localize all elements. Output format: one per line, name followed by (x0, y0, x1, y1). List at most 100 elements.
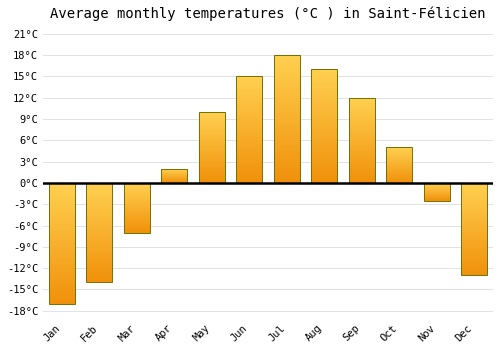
Bar (274, 177, 300, 178)
Bar (311, 86, 338, 88)
Bar (86, 197, 113, 198)
Bar (461, 199, 487, 201)
Bar (86, 228, 113, 229)
Bar (86, 251, 113, 252)
Bar (198, 177, 225, 178)
Bar (274, 83, 300, 85)
Bar (386, 157, 412, 158)
Bar (48, 269, 75, 270)
Bar (236, 88, 262, 89)
Bar (48, 224, 75, 225)
Bar (274, 64, 300, 65)
Bar (236, 159, 262, 160)
Bar (198, 127, 225, 128)
Bar (236, 85, 262, 86)
Bar (348, 152, 375, 153)
Bar (236, 104, 262, 105)
Bar (461, 196, 487, 197)
Bar (198, 133, 225, 134)
Bar (274, 170, 300, 172)
Bar (461, 258, 487, 259)
Bar (236, 147, 262, 148)
Bar (348, 109, 375, 110)
Bar (48, 183, 75, 184)
Bar (386, 147, 412, 148)
Bar (311, 110, 338, 111)
Bar (236, 125, 262, 127)
Bar (274, 138, 300, 140)
Bar (274, 105, 300, 106)
Bar (311, 101, 338, 102)
Bar (236, 97, 262, 98)
Bar (348, 111, 375, 112)
Bar (348, 129, 375, 130)
Bar (386, 165, 412, 166)
Bar (48, 277, 75, 278)
Bar (48, 289, 75, 290)
Bar (86, 202, 113, 203)
Bar (274, 89, 300, 90)
Bar (86, 213, 113, 214)
Bar (461, 204, 487, 205)
Bar (236, 96, 262, 97)
Bar (348, 121, 375, 122)
Bar (48, 223, 75, 224)
Bar (348, 155, 375, 156)
Bar (48, 242, 75, 243)
Bar (348, 166, 375, 167)
Bar (311, 174, 338, 175)
Bar (461, 219, 487, 220)
Bar (86, 223, 113, 224)
Bar (274, 141, 300, 142)
Bar (461, 228, 487, 229)
Bar (48, 206, 75, 207)
Bar (48, 231, 75, 232)
Bar (124, 221, 150, 222)
Bar (48, 214, 75, 216)
Bar (461, 251, 487, 252)
Bar (461, 268, 487, 269)
Bar (311, 115, 338, 116)
Bar (386, 182, 412, 183)
Bar (461, 252, 487, 253)
Bar (86, 233, 113, 234)
Bar (461, 214, 487, 215)
Bar (124, 231, 150, 232)
Bar (274, 124, 300, 125)
Bar (48, 186, 75, 187)
Bar (124, 213, 150, 214)
Bar (86, 193, 113, 194)
Bar (48, 248, 75, 249)
Bar (86, 244, 113, 245)
Bar (348, 115, 375, 116)
Bar (198, 117, 225, 118)
Bar (348, 161, 375, 162)
Bar (461, 273, 487, 274)
Bar (236, 135, 262, 136)
Bar (236, 94, 262, 96)
Bar (461, 270, 487, 271)
Bar (311, 142, 338, 143)
Bar (124, 226, 150, 227)
Bar (274, 175, 300, 177)
Bar (198, 131, 225, 132)
Bar (461, 223, 487, 224)
Bar (311, 170, 338, 172)
Bar (86, 261, 113, 262)
Bar (48, 228, 75, 229)
Bar (386, 150, 412, 151)
Bar (198, 173, 225, 174)
Bar (274, 148, 300, 150)
Bar (386, 179, 412, 180)
Bar (86, 190, 113, 191)
Bar (311, 166, 338, 167)
Bar (48, 275, 75, 276)
Bar (48, 262, 75, 264)
Bar (386, 156, 412, 157)
Bar (348, 181, 375, 182)
Bar (198, 175, 225, 176)
Bar (348, 146, 375, 147)
Bar (311, 105, 338, 106)
Bar (48, 240, 75, 241)
Bar (236, 158, 262, 159)
